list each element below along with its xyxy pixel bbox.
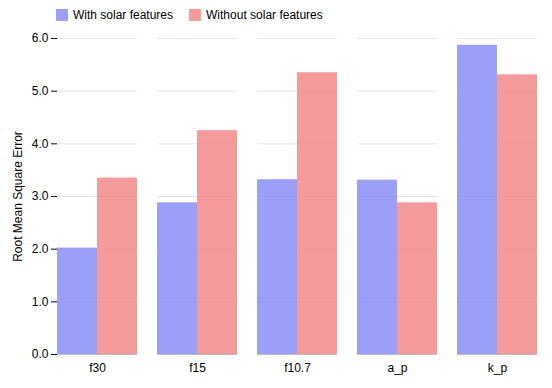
svg-text:f10.7: f10.7 (284, 361, 311, 375)
svg-text:Root Mean Square Error: Root Mean Square Error (11, 131, 25, 262)
svg-text:6.0: 6.0 (32, 31, 49, 45)
html-text:With solar features: With solar features (73, 8, 173, 22)
svg-text:3.0: 3.0 (32, 189, 49, 203)
svg-text:4.0: 4.0 (32, 137, 49, 151)
svg-text:5.0: 5.0 (32, 84, 49, 98)
svg-text:a_p: a_p (387, 361, 407, 375)
svg-text:f30: f30 (89, 361, 106, 375)
html-text:Without solar features: Without solar features (206, 8, 323, 22)
svg-text:1.0: 1.0 (32, 295, 49, 309)
svg-text:k_p: k_p (488, 361, 508, 375)
svg-text:0.0: 0.0 (32, 347, 49, 361)
svg-text:2.0: 2.0 (32, 242, 49, 256)
svg-text:f15: f15 (189, 361, 206, 375)
